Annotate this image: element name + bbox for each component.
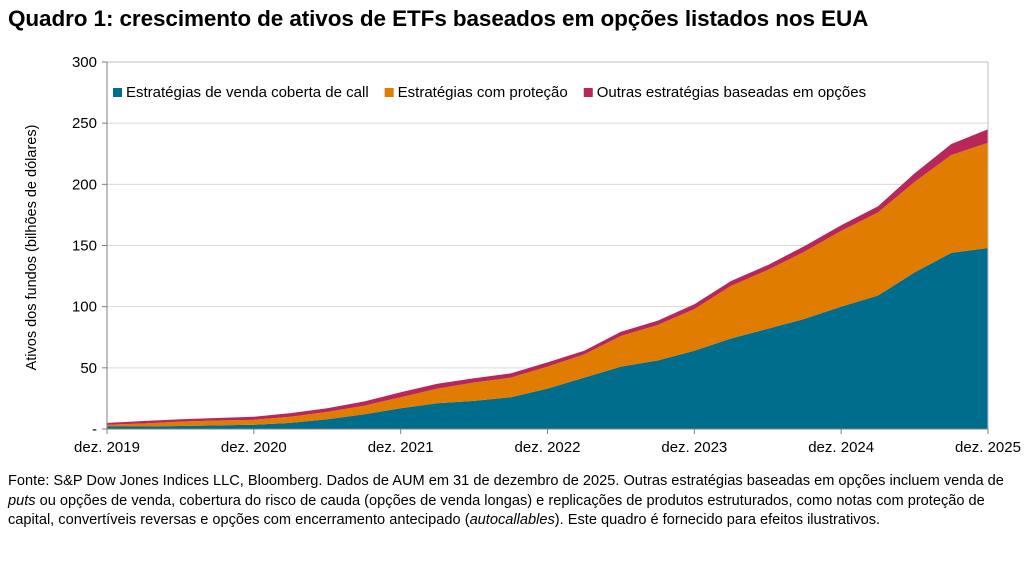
axes <box>102 61 989 434</box>
y-tick-label: 50 <box>80 360 97 377</box>
legend-label-3: Outras estratégias baseadas em opções <box>597 84 866 101</box>
footnote-emphasis-1: puts <box>8 492 36 509</box>
x-tick-label: dez. 2022 <box>515 439 581 456</box>
y-tick-label: 200 <box>72 176 97 193</box>
legend-label-2: Estratégias com proteção <box>398 84 568 101</box>
footnote-text-1: Fonte: S&P Dow Jones Indices LLC, Bloomb… <box>8 473 1004 489</box>
footnote-emphasis-2: autocallables <box>469 512 555 528</box>
footnote-text-2: ou opções de venda, cobertura do risco d… <box>8 492 985 529</box>
footnote-text-3: ). Este quadro é fornecido para efeitos … <box>554 512 881 528</box>
legend: Estratégias de venda coberta de call Estr… <box>113 84 866 101</box>
y-tick-label: 250 <box>72 115 97 132</box>
x-tick-labels: dez. 2019 dez. 2020 dez. 2021 dez. 2022 dez.… <box>74 439 1021 456</box>
x-tick-label: dez. 2025 <box>955 439 1021 456</box>
y-axis-label: Ativos dos fundos (bilhões de dólares) <box>24 125 40 371</box>
y-tick-label: 150 <box>72 238 97 255</box>
area-series <box>107 129 988 429</box>
chart-title: Quadro 1: crescimento de ativos de ETFs … <box>8 6 869 31</box>
y-tick-label: 300 <box>72 54 97 71</box>
legend-swatch-1 <box>113 88 122 97</box>
area-series-3 <box>107 129 988 425</box>
x-tick-label: dez. 2019 <box>74 439 140 456</box>
x-tick-label: dez. 2023 <box>661 439 727 456</box>
y-tick-label: 100 <box>72 299 97 316</box>
legend-swatch-3 <box>583 88 593 97</box>
x-tick-label: dez. 2024 <box>808 439 874 456</box>
legend-label-1: Estratégias de venda coberta de call <box>126 84 369 101</box>
footnote: Fonte: S&P Dow Jones Indices LLC, Bloomb… <box>8 472 1030 531</box>
area-series-2 <box>107 142 988 427</box>
area-series-1 <box>107 247 988 429</box>
y-tick-label: - <box>92 421 97 438</box>
x-tick-label: dez. 2021 <box>368 439 434 456</box>
y-tick-labels: - 50 100 150 200 250 300 <box>72 54 97 438</box>
legend-swatch-2 <box>384 88 394 97</box>
x-tick-label: dez. 2020 <box>221 439 287 456</box>
